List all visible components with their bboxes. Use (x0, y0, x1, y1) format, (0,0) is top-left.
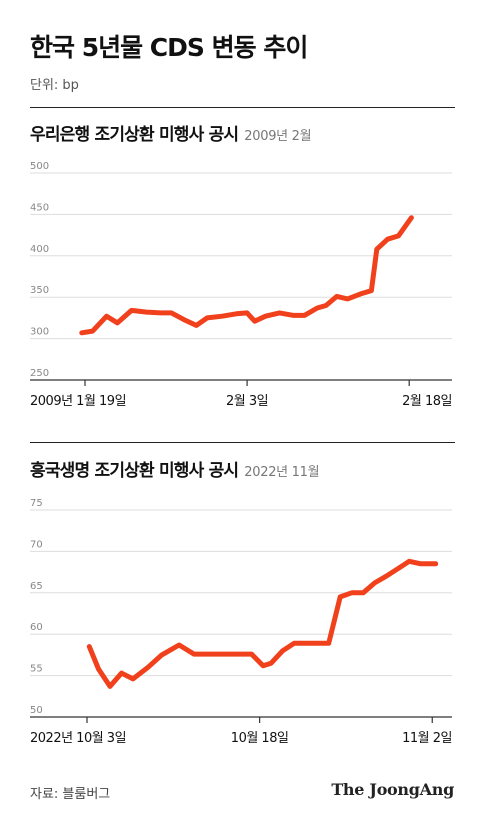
chart2-ytick-label: 75 (30, 498, 43, 509)
chart2-xtick-label: 11월 2일 (402, 731, 452, 746)
chart1-xtick-label: 2월 3일 (226, 394, 268, 409)
chart1-xtick-label: 2월 18일 (402, 394, 452, 409)
logo: The JoongAng (331, 780, 454, 799)
chart2-ytick-label: 55 (30, 664, 43, 675)
chart1-ytick-label: 500 (30, 161, 49, 172)
source-label: 자료: 블룸버그 (30, 787, 111, 802)
unit-label: 단위: bp (30, 78, 79, 93)
chart1-series-line (79, 215, 414, 336)
chart2-subtitle: 2022년 11월 (244, 465, 320, 480)
chart1-title-text: 우리은행 조기상환 미행사 공시 (30, 125, 239, 145)
chart2-title-text: 흥국생명 조기상환 미행사 공시 (30, 461, 239, 481)
chart2-ytick-label: 50 (30, 705, 43, 716)
chart2-ytick-label: 70 (30, 539, 43, 550)
chart1-xtick-label: 2009년 1월 19일 (30, 394, 126, 409)
chart1-ytick-label: 300 (30, 327, 49, 338)
chart2-xtick-label: 2022년 10월 3일 (30, 731, 126, 746)
chart1-ytick-label: 350 (30, 285, 49, 296)
chart2-xtick-label: 10월 18일 (231, 731, 289, 746)
chart1-ytick-label: 400 (30, 244, 49, 255)
chart2-title: 흥국생명 조기상환 미행사 공시 2022년 11월 (30, 456, 320, 481)
chart2-series-line (86, 558, 439, 689)
page-title: 한국 5년물 CDS 변동 추이 (30, 33, 308, 62)
chart1-title: 우리은행 조기상환 미행사 공시 2009년 2월 (30, 120, 312, 145)
chart1-ytick-label: 450 (30, 202, 49, 213)
section-divider-middle (30, 442, 455, 443)
chart1-line-chart: 250 300 350 400 450 500 2009년 1월 19일 2월 3일 2월 18… (30, 161, 453, 409)
chart2-ytick-label: 60 (30, 622, 43, 633)
chart1-subtitle: 2009년 2월 (244, 129, 312, 144)
chart2-line-chart: 50 55 60 65 70 75 2022년 10월 3일 10월 18일 11월 2일 (30, 498, 453, 746)
chart2-ytick-label: 65 (30, 581, 43, 592)
section-divider-top (30, 107, 455, 108)
chart1-ytick-label: 250 (30, 368, 49, 379)
